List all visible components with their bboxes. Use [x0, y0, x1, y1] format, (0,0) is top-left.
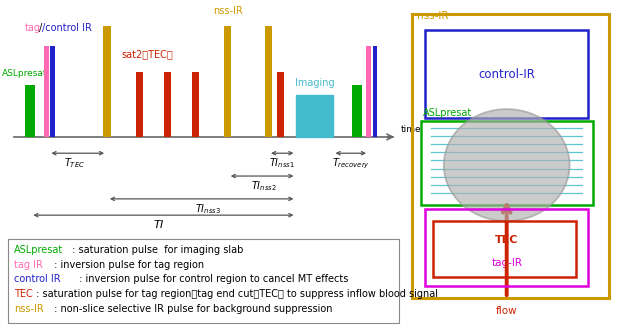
Bar — [50, 46, 55, 137]
Text: flow: flow — [496, 306, 518, 316]
Text: nss-IR: nss-IR — [14, 304, 44, 314]
Text: ASLpresat: ASLpresat — [14, 245, 63, 255]
Text: : non-slice selective IR pulse for background suppression: : non-slice selective IR pulse for backg… — [51, 304, 332, 314]
Bar — [104, 26, 110, 137]
Bar — [421, 121, 593, 205]
Text: control IR: control IR — [14, 274, 61, 285]
Bar — [425, 30, 588, 118]
Bar — [433, 221, 576, 277]
Text: nss-IR: nss-IR — [213, 6, 242, 16]
Text: $T_{TEC}$: $T_{TEC}$ — [64, 156, 86, 170]
Bar — [366, 46, 371, 137]
Text: control-IR: control-IR — [478, 68, 535, 81]
Text: TEC: TEC — [495, 235, 518, 245]
Bar — [44, 46, 49, 137]
Bar — [136, 72, 143, 137]
Text: nss-IR: nss-IR — [417, 11, 448, 21]
Text: /control IR: /control IR — [42, 22, 92, 33]
Bar — [373, 46, 378, 137]
Bar — [265, 26, 272, 137]
Text: time: time — [401, 125, 422, 134]
Text: : inversion pulse for tag region: : inversion pulse for tag region — [51, 260, 204, 270]
Text: ASLpresat: ASLpresat — [423, 109, 472, 118]
Text: $T_{recovery}$: $T_{recovery}$ — [332, 157, 370, 171]
Text: tag IR: tag IR — [14, 260, 43, 270]
Bar — [352, 85, 362, 137]
Bar — [224, 26, 231, 137]
Text: TEC: TEC — [14, 289, 33, 299]
Text: sat2（TEC）: sat2（TEC） — [122, 49, 173, 59]
Text: tag-IR: tag-IR — [491, 258, 522, 268]
Bar — [277, 72, 284, 137]
Bar — [25, 85, 35, 137]
Bar — [425, 209, 588, 286]
Text: $TI$: $TI$ — [154, 218, 165, 230]
Text: $TI_{nss3}$: $TI_{nss3}$ — [195, 202, 221, 216]
Text: $TI_{nss2}$: $TI_{nss2}$ — [251, 179, 277, 193]
Text: : inversion pulse for control region to cancel MT effects: : inversion pulse for control region to … — [76, 274, 348, 285]
Text: : saturation pulse for tag region（tag end cut：TEC） to suppress inflow blood sign: : saturation pulse for tag region（tag en… — [33, 289, 438, 299]
Text: : saturation pulse  for imaging slab: : saturation pulse for imaging slab — [69, 245, 244, 255]
Text: ASLpresat: ASLpresat — [2, 69, 47, 78]
Text: Imaging: Imaging — [294, 78, 334, 88]
Bar — [192, 72, 199, 137]
Bar — [164, 72, 171, 137]
Text: $TI_{nss1}$: $TI_{nss1}$ — [269, 156, 295, 170]
Text: tag: tag — [24, 22, 40, 33]
Ellipse shape — [444, 109, 570, 221]
Text: /: / — [39, 22, 43, 33]
